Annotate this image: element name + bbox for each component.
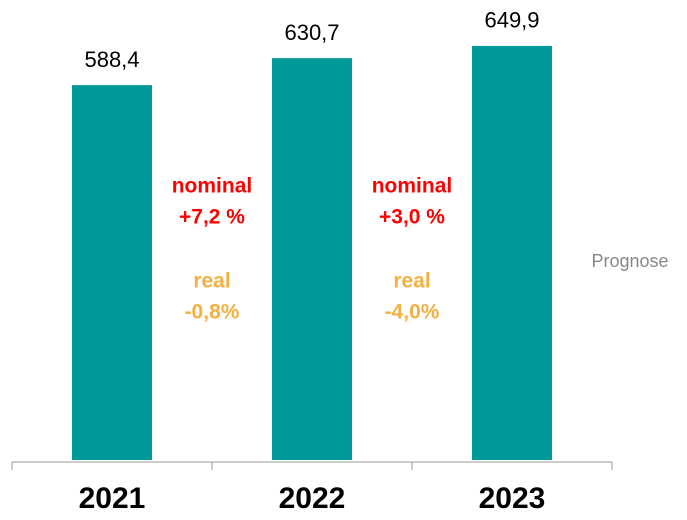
real-label: real [393,270,430,293]
nominal-label: nominal [172,175,253,198]
bar [472,45,552,460]
nominal-label: nominal [372,175,453,198]
x-tick-label: 2023 [479,482,546,515]
real-growth: -4,0% [385,301,440,324]
value-label: 630,7 [284,20,339,45]
real-growth: -0,8% [185,301,240,324]
x-tick-label: 2022 [279,482,346,515]
value-label: 649,9 [484,8,539,33]
forecast-note: Prognose [591,251,668,271]
value-label: 588,4 [84,47,139,72]
nominal-growth: +3,0 % [379,206,445,229]
bar [72,85,152,461]
bar [272,58,352,461]
nominal-growth: +7,2 % [179,206,245,229]
real-label: real [193,270,230,293]
x-tick-label: 2021 [79,482,146,515]
